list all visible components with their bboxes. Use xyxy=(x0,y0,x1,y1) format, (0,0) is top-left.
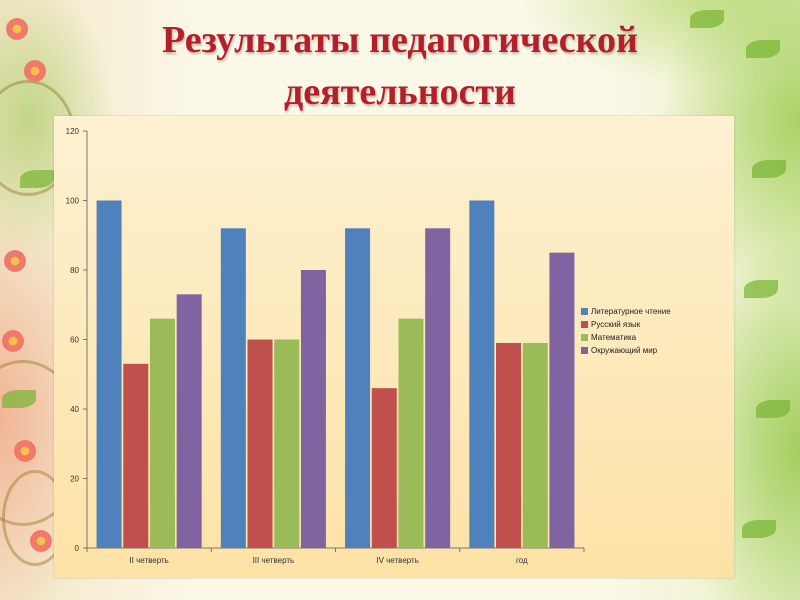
decorative-leaf xyxy=(742,520,776,538)
bar-2-2 xyxy=(247,339,273,548)
bar-3-3 xyxy=(398,318,424,548)
decorative-flower xyxy=(14,440,36,462)
y-tick-label: 80 xyxy=(70,266,79,275)
decorative-leaf xyxy=(744,280,778,298)
decorative-leaf xyxy=(746,40,780,58)
chart-panel: 0 20 40 60 80 100 120 II четверть III четверть IV… xyxy=(54,116,734,578)
legend-swatch xyxy=(581,321,588,328)
decorative-flower xyxy=(2,330,24,352)
decorative-leaf xyxy=(20,170,54,188)
decorative-flower xyxy=(24,60,46,82)
legend-label: Математика xyxy=(591,333,637,342)
bar-4-4 xyxy=(549,252,575,548)
decorative-leaf xyxy=(2,390,36,408)
bar-1-2 xyxy=(220,228,246,549)
x-category-label: IV четверть xyxy=(376,556,419,565)
decorative-flower xyxy=(30,530,52,552)
legend-label: Русский язык xyxy=(591,320,641,329)
bar-1-4 xyxy=(469,200,495,548)
decorative-leaf xyxy=(690,10,724,28)
decorative-flower xyxy=(6,18,28,40)
bar-4-2 xyxy=(300,270,326,548)
bar-4-3 xyxy=(425,228,451,549)
bar-3-2 xyxy=(274,339,300,548)
x-category-label: II четверть xyxy=(129,556,168,565)
y-tick-label: 120 xyxy=(66,127,80,136)
legend-swatch xyxy=(581,347,588,354)
x-category-label: год xyxy=(516,556,528,565)
legend-swatch xyxy=(581,308,588,315)
bar-2-3 xyxy=(371,388,397,548)
bar-2-4 xyxy=(496,342,522,548)
y-tick-label: 40 xyxy=(70,405,79,414)
slide-title-line-2: деятельности xyxy=(284,71,516,113)
y-tick-label: 20 xyxy=(70,475,79,484)
slide-title-line-1: Результаты педагогической xyxy=(162,19,638,61)
bar-chart: 0 20 40 60 80 100 120 II четверть III четверть IV… xyxy=(66,127,672,565)
bar-3-1 xyxy=(149,318,175,548)
legend-label: Литературное чтение xyxy=(591,307,671,316)
decorative-leaf xyxy=(756,400,790,418)
legend-swatch xyxy=(581,334,588,341)
bar-2-1 xyxy=(123,363,149,548)
y-tick-label: 0 xyxy=(75,544,80,553)
y-tick-label: 100 xyxy=(66,197,80,206)
decorative-flower xyxy=(4,250,26,272)
bar-1-3 xyxy=(345,228,371,549)
legend-label: Окружающий мир xyxy=(591,346,658,355)
y-tick-label: 60 xyxy=(70,336,79,345)
x-category-label: III четверть xyxy=(253,556,295,565)
decorative-leaf xyxy=(752,160,786,178)
bar-4-1 xyxy=(176,294,202,548)
bar-3-4 xyxy=(522,342,548,548)
bar-1-1 xyxy=(96,200,122,548)
